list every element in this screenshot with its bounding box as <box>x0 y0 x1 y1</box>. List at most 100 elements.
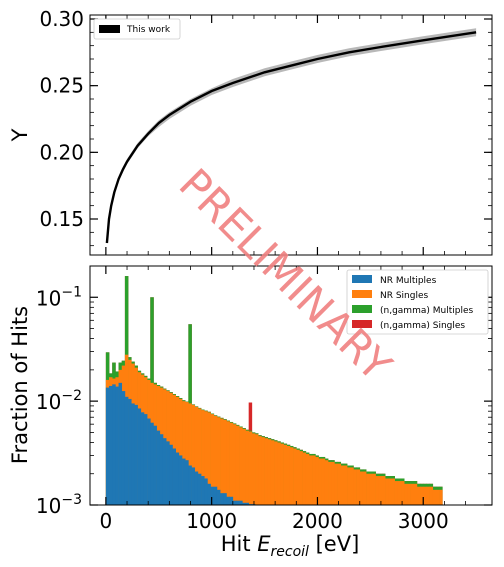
histogram-x-tick-label: 0 <box>100 509 113 533</box>
bar-nr-singles <box>356 469 361 505</box>
bar-nr-multiples <box>124 396 129 505</box>
histogram-axes-ticks: 0 1000 2000 3000 10−3 10−2 10−1 <box>36 265 492 533</box>
bar-nr-multiples <box>185 460 189 505</box>
yield-legend[interactable]: This work <box>93 18 181 40</box>
x-label-suffix: [eV] <box>309 532 359 556</box>
bar-nr-singles <box>432 489 437 505</box>
bar-nr-singles <box>299 451 303 505</box>
bar-nr-multiples <box>175 452 180 505</box>
bar-nr-singles <box>375 476 380 505</box>
bar-nr-singles <box>264 438 269 505</box>
bar-nr-multiples <box>213 486 218 505</box>
bar-nr-singles <box>362 471 367 505</box>
bar-nr-singles <box>394 481 399 505</box>
yield-y-tick-label: 0.30 <box>39 7 84 31</box>
bar-nr-singles <box>315 456 319 505</box>
bar-nr-singles <box>283 444 288 505</box>
bar-nr-multiples <box>112 384 116 505</box>
bar-nr-singles <box>385 478 389 505</box>
bar-nr-singles <box>188 403 192 505</box>
bar-nr-multiples <box>115 386 119 505</box>
yield-y-tick-label: 0.20 <box>39 140 84 164</box>
bar-nr-multiples <box>210 486 215 505</box>
yield-axes-ticks: 0.15 0.20 0.25 0.30 <box>39 7 492 255</box>
bar-nr-multiples <box>140 412 145 505</box>
bar-nr-multiples <box>201 476 205 505</box>
bar-nr-singles <box>191 404 196 505</box>
bar-nr-multiples <box>118 382 123 505</box>
yield-legend-box <box>93 18 181 40</box>
bar-nr-singles <box>182 401 186 505</box>
bar-nr-singles <box>232 424 237 505</box>
bar-nr-singles <box>312 455 316 505</box>
bar-nr-singles <box>369 473 373 505</box>
bar-nr-singles <box>204 411 208 505</box>
bar-nr-multiples <box>166 441 170 505</box>
bar-nr-singles <box>350 467 354 505</box>
bar-nr-singles <box>420 486 424 505</box>
bar-nr-singles <box>194 406 199 505</box>
bar-nr-singles <box>334 463 338 505</box>
legend-item-nr-singles-swatch <box>352 290 372 298</box>
bar-nr-multiples <box>162 438 167 505</box>
bar-nr-singles <box>267 439 272 505</box>
bar-nr-singles <box>429 486 434 505</box>
yield-y-axis-label: Y <box>8 128 32 142</box>
bar-nr-multiples <box>242 502 246 505</box>
bar-nr-multiples <box>137 408 142 505</box>
bar-nr-singles <box>347 467 351 505</box>
bar-nr-multiples <box>121 391 126 505</box>
bar-nr-singles <box>439 489 443 505</box>
bar-nr-singles <box>340 465 345 505</box>
x-label-subscript: recoil <box>271 544 310 560</box>
histogram-y-tick-label: 10−1 <box>36 284 82 310</box>
bar-nr-multiples <box>239 500 243 505</box>
bar-nr-singles <box>397 481 402 505</box>
bar-nr-singles <box>343 465 348 505</box>
bar-nr-multiples <box>194 471 199 505</box>
legend-item-ngamma-singles-swatch <box>352 320 372 328</box>
legend-swatch-this-work <box>99 25 120 33</box>
bar-nr-multiples <box>197 473 202 505</box>
bar-nr-multiples <box>153 425 157 505</box>
bar-nr-multiples <box>226 496 230 505</box>
this-work-band <box>105 28 477 245</box>
bar-nr-singles <box>277 442 281 505</box>
bar-nr-singles <box>226 421 230 505</box>
bar-nr-multiples <box>147 418 151 505</box>
yield-plot-frame <box>89 14 493 256</box>
bar-nr-singles <box>331 461 335 505</box>
bar-nr-multiples <box>105 387 110 505</box>
legend-item-ngamma-singles-label: (n,gamma) Singles <box>380 321 465 331</box>
bar-nr-multiples <box>150 422 154 505</box>
bar-nr-singles <box>274 441 278 505</box>
legend-item-nr-multiples-swatch <box>352 275 372 283</box>
histogram-x-tick-label: 2000 <box>292 509 343 533</box>
legend-item-ngamma-multiples-label: (n,gamma) Multiples <box>380 306 473 316</box>
histogram-x-axis-label: Hit Erecoil [eV] <box>221 532 360 560</box>
bar-nr-singles <box>178 398 183 505</box>
bar-nr-multiples <box>143 414 148 505</box>
bar-nr-multiples <box>235 500 240 505</box>
bar-nr-singles <box>229 422 234 505</box>
bar-nr-multiples <box>134 404 138 505</box>
bar-nr-singles <box>426 486 430 505</box>
bar-nr-multiples <box>220 493 224 505</box>
bar-nr-singles <box>280 443 284 505</box>
bar-nr-singles <box>328 461 332 505</box>
bar-nr-multiples <box>156 430 161 505</box>
bar-nr-singles <box>416 486 421 505</box>
bar-nr-singles <box>220 418 224 505</box>
bar-nr-singles <box>401 481 405 505</box>
bar-nr-singles <box>321 458 326 505</box>
bar-nr-singles <box>213 415 218 505</box>
histogram-legend[interactable]: NR Multiples NR Singles (n,gamma) Multiple… <box>346 269 489 335</box>
bar-nr-singles <box>201 410 205 505</box>
bar-nr-singles <box>296 449 300 505</box>
bar-nr-multiples <box>204 478 208 505</box>
bar-nr-singles <box>388 478 392 505</box>
bar-nr-multiples <box>207 483 211 505</box>
bar-nr-singles <box>245 430 249 505</box>
bar-nr-multiples <box>229 496 234 505</box>
